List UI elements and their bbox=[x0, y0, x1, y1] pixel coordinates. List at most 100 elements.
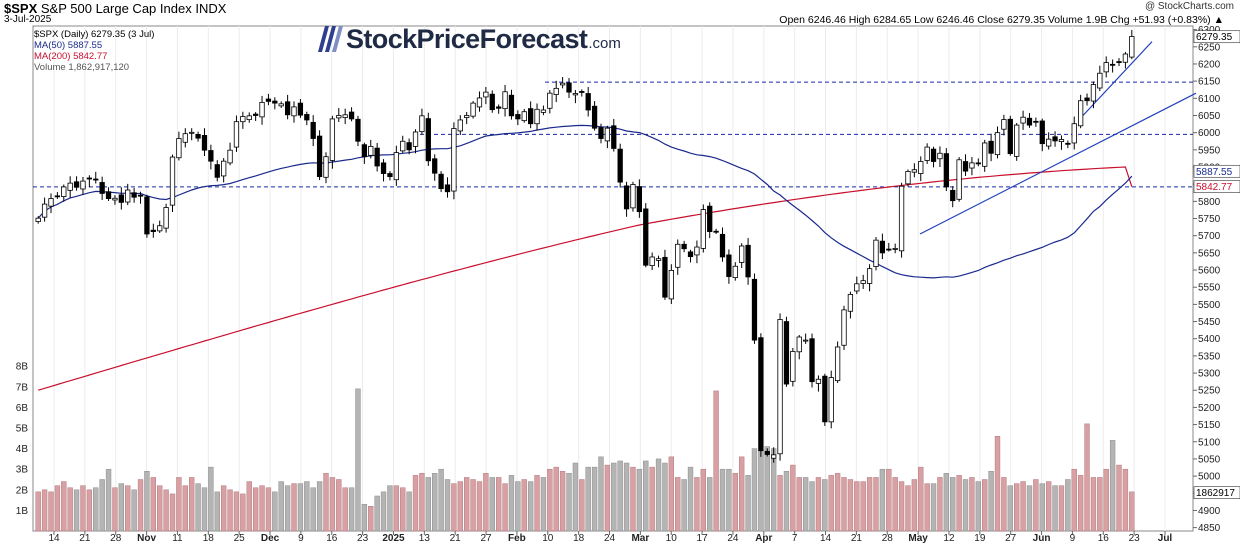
candle-body bbox=[355, 118, 361, 142]
candle bbox=[86, 175, 92, 188]
candle bbox=[208, 144, 214, 170]
volume-bar bbox=[419, 473, 425, 532]
volume-bar bbox=[1109, 440, 1116, 532]
candle bbox=[1109, 59, 1116, 73]
volume-bar bbox=[67, 487, 73, 532]
logo-stripes-icon bbox=[318, 26, 343, 52]
candle-body bbox=[1078, 100, 1084, 127]
volume-bar bbox=[374, 495, 380, 532]
candle bbox=[937, 146, 943, 168]
trend-line-lower bbox=[919, 92, 1197, 235]
candle bbox=[969, 157, 975, 176]
volume-bar bbox=[495, 477, 502, 532]
volume-bar bbox=[662, 462, 668, 532]
candle-body bbox=[866, 268, 873, 284]
volume-bar bbox=[451, 483, 457, 532]
candle bbox=[521, 108, 527, 123]
candle-body bbox=[502, 91, 508, 110]
candle bbox=[687, 249, 694, 263]
volume-bar bbox=[598, 456, 604, 532]
last-price-badge-box bbox=[1193, 30, 1240, 44]
candle-body bbox=[834, 346, 841, 382]
candle-body bbox=[35, 217, 41, 223]
volume-bar bbox=[764, 446, 770, 532]
candle bbox=[189, 128, 195, 141]
candle bbox=[41, 197, 48, 222]
volume-bar bbox=[227, 489, 233, 532]
candle bbox=[643, 203, 649, 268]
candle bbox=[310, 115, 316, 147]
volume-bar bbox=[559, 471, 566, 532]
candle bbox=[400, 135, 406, 153]
last-price-badge-text: 6279.35 bbox=[1196, 32, 1233, 43]
candle bbox=[336, 107, 342, 123]
candle bbox=[579, 89, 585, 97]
volume-bar bbox=[233, 491, 240, 532]
candle-body bbox=[975, 162, 981, 165]
volume-bar bbox=[125, 485, 131, 532]
volume-bars bbox=[35, 388, 1135, 532]
candle bbox=[873, 237, 879, 271]
volume-bar bbox=[930, 483, 937, 532]
x-tick-label: 23 bbox=[1129, 533, 1141, 544]
volume-bar bbox=[687, 466, 694, 532]
candle-body bbox=[99, 182, 105, 194]
candle-body bbox=[227, 149, 233, 164]
candle bbox=[841, 305, 847, 351]
price-tick-label: 6200 bbox=[1198, 59, 1221, 70]
candle bbox=[342, 108, 348, 125]
copyright: @ StockCharts.com bbox=[1144, 1, 1234, 12]
volume-bar bbox=[355, 388, 361, 532]
candle-body bbox=[713, 230, 719, 233]
candle bbox=[374, 142, 380, 172]
volume-bar bbox=[700, 468, 706, 532]
candle bbox=[585, 86, 591, 117]
watermark-logo: StockPriceForecast .com bbox=[312, 22, 621, 56]
candle-body bbox=[911, 169, 917, 173]
candle-body bbox=[598, 127, 604, 139]
candle-body bbox=[579, 91, 585, 93]
candle-body bbox=[189, 131, 195, 134]
candle bbox=[387, 171, 393, 181]
volume-bar bbox=[604, 464, 611, 532]
price-tick-label: 4850 bbox=[1198, 523, 1221, 534]
volume-bar bbox=[86, 489, 93, 532]
candle-body bbox=[284, 101, 291, 116]
x-tick-label: 24 bbox=[604, 533, 616, 544]
volume-tick-label: 5B bbox=[16, 424, 29, 435]
candle bbox=[847, 291, 854, 319]
legend-volume: Volume 1,862,917,120 bbox=[34, 62, 130, 73]
candle-body bbox=[412, 131, 419, 147]
candle-body bbox=[1097, 72, 1103, 89]
candle bbox=[751, 273, 758, 344]
volume-bar bbox=[73, 489, 80, 532]
candle-body bbox=[988, 140, 994, 154]
candle-body bbox=[879, 240, 886, 254]
x-tick-label: 2025 bbox=[382, 533, 405, 544]
candle-body bbox=[137, 194, 144, 197]
candle-body bbox=[969, 162, 975, 169]
volume-bar bbox=[1045, 481, 1052, 532]
volume-bar bbox=[182, 485, 188, 532]
candle-body bbox=[61, 186, 67, 197]
candle-body bbox=[253, 113, 259, 116]
price-tick-label: 5950 bbox=[1198, 145, 1221, 156]
candle bbox=[547, 90, 553, 114]
candle bbox=[1001, 114, 1007, 136]
candle-body bbox=[566, 82, 572, 93]
volume-bar bbox=[694, 477, 700, 532]
volume-bar bbox=[726, 468, 732, 532]
candle bbox=[623, 181, 630, 217]
candle-body bbox=[886, 248, 892, 251]
volume-bar bbox=[361, 503, 368, 532]
symbol-title: $SPX S&P 500 Large Cap Index INDX bbox=[4, 1, 226, 16]
watermark-name: StockPriceForecast bbox=[346, 23, 588, 54]
candle-body bbox=[732, 265, 738, 278]
volume-bar bbox=[1090, 477, 1097, 532]
volume-badge-text: 1862917 bbox=[1196, 488, 1235, 499]
volume-bar bbox=[144, 471, 150, 532]
volume-bar bbox=[99, 479, 105, 532]
volume-bar bbox=[1084, 423, 1090, 532]
x-tick-label: 14 bbox=[48, 533, 60, 544]
x-tick-label: 28 bbox=[110, 533, 122, 544]
